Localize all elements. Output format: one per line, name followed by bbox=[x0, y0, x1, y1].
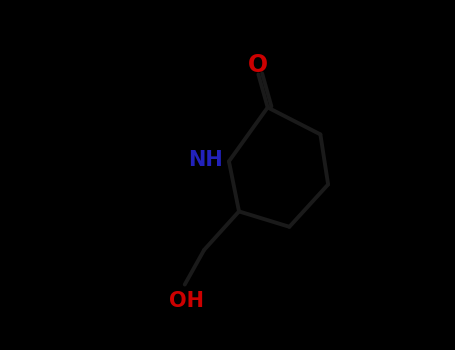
Text: OH: OH bbox=[169, 291, 204, 311]
Text: NH: NH bbox=[188, 150, 223, 170]
Text: O: O bbox=[248, 53, 268, 77]
